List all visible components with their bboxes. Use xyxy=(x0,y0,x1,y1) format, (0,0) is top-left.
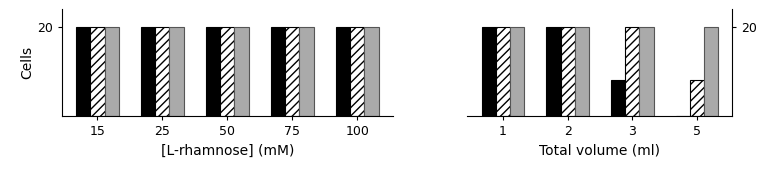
Bar xyxy=(90,27,105,116)
Bar xyxy=(299,27,314,116)
Bar xyxy=(350,27,365,116)
Bar xyxy=(510,27,524,116)
Bar xyxy=(365,27,379,116)
Bar xyxy=(234,27,249,116)
Bar xyxy=(574,27,589,116)
Bar xyxy=(170,27,183,116)
Bar xyxy=(105,27,119,116)
Bar xyxy=(496,27,510,116)
Bar xyxy=(206,27,221,116)
Bar xyxy=(482,27,496,116)
Bar xyxy=(625,27,639,116)
X-axis label: [L-rhamnose] (mM): [L-rhamnose] (mM) xyxy=(160,144,294,157)
Bar xyxy=(76,27,90,116)
X-axis label: Total volume (ml): Total volume (ml) xyxy=(540,144,661,157)
Bar xyxy=(561,27,574,116)
Bar xyxy=(155,27,170,116)
Bar xyxy=(704,27,719,116)
Bar xyxy=(690,80,704,116)
Bar xyxy=(335,27,350,116)
Bar xyxy=(285,27,299,116)
Y-axis label: Cells: Cells xyxy=(20,46,34,79)
Bar xyxy=(221,27,234,116)
Bar xyxy=(547,27,561,116)
Bar xyxy=(141,27,155,116)
Bar xyxy=(611,80,625,116)
Bar xyxy=(639,27,654,116)
Bar xyxy=(271,27,285,116)
